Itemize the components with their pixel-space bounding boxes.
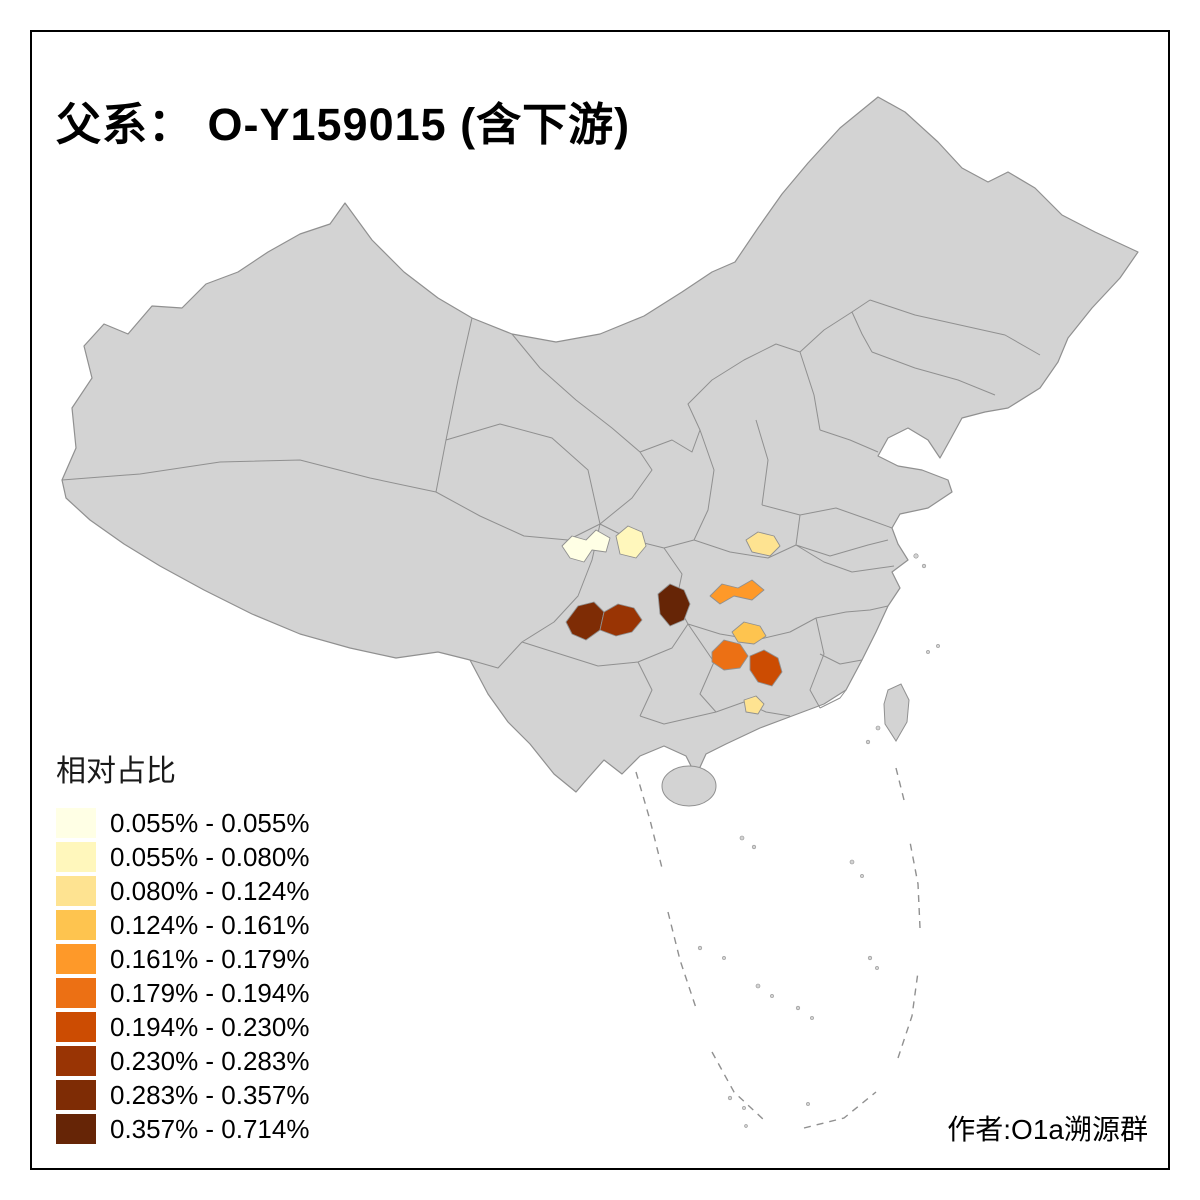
legend-swatch xyxy=(56,1080,96,1110)
hainan-island xyxy=(661,765,717,807)
highlighted-region xyxy=(615,525,647,559)
taiwan-island xyxy=(883,683,910,742)
legend-item: 0.080% - 0.124% xyxy=(56,876,309,906)
sea-boundary-dashes xyxy=(635,767,921,1129)
highlighted-region xyxy=(749,649,783,687)
small-islands xyxy=(697,553,940,1128)
legend-item: 0.055% - 0.055% xyxy=(56,808,309,838)
page-title: 父系： O-Y159015 (含下游) xyxy=(56,99,631,151)
legend-label: 0.124% - 0.161% xyxy=(110,909,310,940)
legend-swatch xyxy=(56,842,96,872)
author-credit: 作者:O1a溯源群 xyxy=(947,1114,1148,1145)
highlighted-region xyxy=(711,639,749,671)
legend-label: 0.283% - 0.357% xyxy=(110,1079,310,1110)
legend-label: 0.357% - 0.714% xyxy=(110,1113,310,1144)
legend-swatch xyxy=(56,910,96,940)
legend-swatch xyxy=(56,1046,96,1076)
legend-label: 0.161% - 0.179% xyxy=(110,943,310,974)
legend-label: 0.179% - 0.194% xyxy=(110,977,310,1008)
legend-label: 0.055% - 0.080% xyxy=(110,841,310,872)
legend-swatch xyxy=(56,978,96,1008)
legend-item: 0.055% - 0.080% xyxy=(56,842,309,872)
legend-swatch xyxy=(56,944,96,974)
legend-item: 0.357% - 0.714% xyxy=(56,1114,309,1144)
mainland-shape xyxy=(61,96,1139,793)
legend-swatch xyxy=(56,1012,96,1042)
legend: 相对占比 0.055% - 0.055% 0.055% - 0.080% 0.0… xyxy=(56,746,309,1148)
highlighted-region xyxy=(709,579,765,605)
highlighted-region xyxy=(743,695,765,715)
legend-swatch xyxy=(56,1114,96,1144)
highlighted-region xyxy=(731,621,767,645)
legend-item: 0.230% - 0.283% xyxy=(56,1046,309,1076)
highlighted-region xyxy=(745,531,781,557)
legend-label: 0.194% - 0.230% xyxy=(110,1011,310,1042)
legend-item: 0.161% - 0.179% xyxy=(56,944,309,974)
legend-swatch xyxy=(56,876,96,906)
legend-item: 0.124% - 0.161% xyxy=(56,910,309,940)
legend-item: 0.194% - 0.230% xyxy=(56,1012,309,1042)
legend-swatch xyxy=(56,808,96,838)
legend-label: 0.230% - 0.283% xyxy=(110,1045,310,1076)
legend-item: 0.179% - 0.194% xyxy=(56,978,309,1008)
legend-label: 0.080% - 0.124% xyxy=(110,875,310,906)
highlighted-region xyxy=(599,603,643,637)
legend-label: 0.055% - 0.055% xyxy=(110,807,310,838)
highlighted-region xyxy=(561,529,611,563)
highlighted-regions xyxy=(561,525,783,715)
legend-item: 0.283% - 0.357% xyxy=(56,1080,309,1110)
highlighted-region xyxy=(657,583,691,627)
legend-title: 相对占比 xyxy=(56,755,176,788)
